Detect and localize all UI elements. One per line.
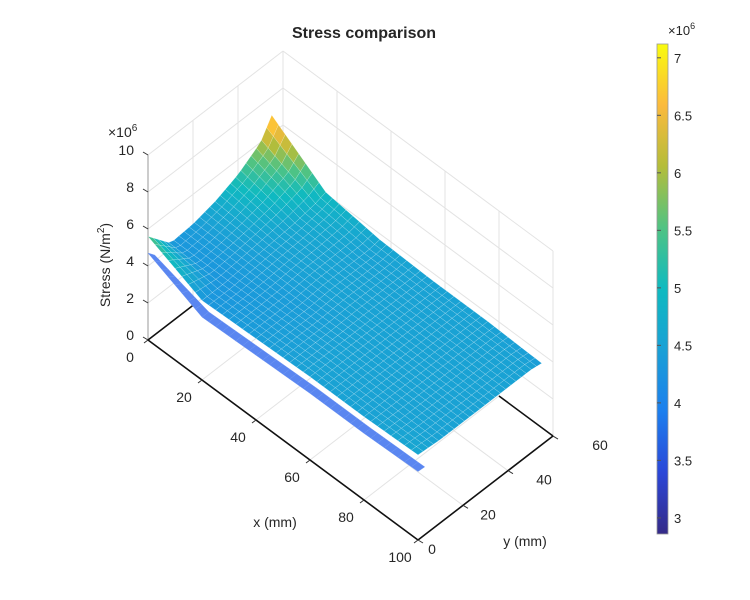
x-tick: [413, 539, 419, 544]
colorbar-exponent-power: 6: [690, 21, 695, 31]
tick-labels: 0 20 40 60 80 100 0 20 40 60 0 2 4 6 8 10: [118, 142, 608, 565]
colorbar-exponent-base: ×10: [668, 23, 690, 38]
x-axis-back-line: [498, 395, 554, 437]
z-tick: [142, 225, 149, 230]
colorbar: [656, 43, 669, 535]
z-axis-label-sup: 2: [96, 227, 107, 233]
grid-line: [147, 87, 284, 193]
y-axis-label: y (mm): [503, 533, 547, 549]
grid-line: [282, 87, 554, 289]
z-tick-label: 8: [126, 179, 134, 195]
x-tick-label: 40: [230, 429, 246, 445]
colorbar-tick-label: 3: [674, 511, 681, 526]
x-tick-label: 100: [388, 549, 412, 565]
colorbar-exponent-label: ×106: [668, 21, 695, 38]
y-tick-label: 0: [428, 541, 436, 557]
lower-layer-patch: [410, 461, 426, 472]
grid-line: [282, 50, 554, 252]
z-exponent-label: ×106: [108, 123, 138, 140]
colorbar-tick-label: 4.5: [674, 338, 692, 353]
x-tick-label: 60: [284, 469, 300, 485]
z-tick-label: 10: [118, 142, 134, 158]
grid-line: [147, 50, 284, 156]
x-tick: [359, 499, 365, 504]
lower-layer-patch: [161, 268, 176, 278]
y-axis-line: [417, 435, 554, 541]
z-tick-label: 4: [126, 253, 134, 269]
y-axis-back-line: [147, 302, 196, 341]
z-tick: [142, 299, 149, 304]
x-tick: [251, 419, 257, 424]
x-tick: [197, 379, 203, 384]
x-tick-label: 20: [176, 389, 192, 405]
axes: [142, 151, 559, 544]
z-tick: [142, 336, 149, 341]
colorbar-tick-label: 3.5: [674, 453, 692, 468]
z-exponent-base: ×10: [108, 124, 132, 140]
x-tick-label: 80: [338, 509, 354, 525]
x-tick-label: 0: [126, 349, 134, 365]
grid-line: [282, 124, 554, 326]
y-tick: [507, 470, 514, 475]
colorbar-tick-label: 7: [674, 51, 681, 66]
z-axis-label-end: ): [97, 223, 113, 228]
colorbar-tick-label: 5.5: [674, 223, 692, 238]
y-tick: [417, 539, 424, 544]
y-tick-label: 40: [536, 472, 552, 488]
x-axis-line: [147, 339, 419, 541]
y-tick: [462, 504, 469, 509]
colorbar-ticks: 3 3.5 4 4.5 5 5.5 6 6.5 7: [657, 51, 692, 526]
z-tick-label: 2: [126, 290, 134, 306]
z-exponent-power: 6: [132, 123, 138, 134]
colorbar-tick-label: 5: [674, 281, 681, 296]
y-tick: [552, 435, 559, 440]
x-axis-label: x (mm): [253, 514, 297, 530]
z-tick-label: 6: [126, 216, 134, 232]
z-tick-label: 0: [126, 327, 134, 343]
colorbar-tick-label: 4: [674, 396, 681, 411]
z-tick: [142, 151, 149, 156]
z-tick: [142, 188, 149, 193]
y-tick-label: 60: [592, 437, 608, 453]
x-tick: [143, 339, 149, 344]
z-axis-label: Stress (N/m2): [96, 223, 113, 307]
lower-layer-patch: [154, 260, 169, 270]
surface-patch: [410, 446, 424, 456]
colorbar-tick-label: 6.5: [674, 108, 692, 123]
chart-title: Stress comparison: [292, 25, 436, 42]
colorbar-tick-label: 6: [674, 166, 681, 181]
stress-surface: [147, 114, 543, 472]
x-tick: [305, 459, 311, 464]
y-tick-label: 20: [480, 506, 496, 522]
grid-line: [363, 395, 500, 501]
z-axis-label-text: Stress (N/m: [97, 233, 113, 307]
z-tick: [142, 262, 149, 267]
